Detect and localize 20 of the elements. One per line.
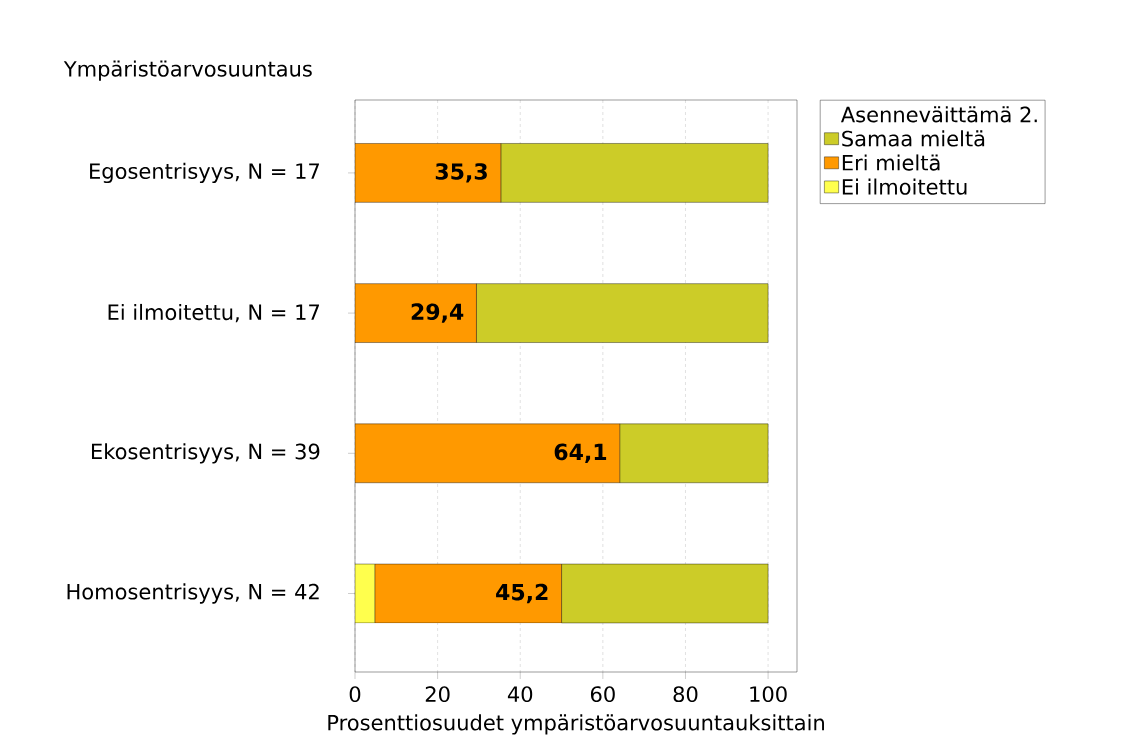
x-tick-label: 100 bbox=[750, 686, 787, 703]
x-tick-label: 20 bbox=[425, 686, 450, 703]
data-label: 45,2 bbox=[496, 583, 548, 604]
legend-label: Ei ilmoitettu bbox=[842, 178, 967, 195]
legend-label: Samaa mieltä bbox=[842, 130, 985, 147]
x-tick-label: 40 bbox=[507, 686, 533, 703]
legend-label: Eri mieltä bbox=[842, 154, 940, 171]
x-axis-title: Prosenttiosuudet ympäristöarvosuuntauksittain bbox=[328, 714, 824, 735]
y-tick-label: Ekosentrisyys, N = 39 bbox=[91, 443, 320, 464]
data-label: 35,3 bbox=[435, 163, 487, 183]
y-tick-label: Ei ilmoitettu, N = 17 bbox=[108, 303, 319, 323]
y-tick-label: Homosentrisyys, N = 42 bbox=[67, 583, 319, 604]
x-tick-label: 60 bbox=[590, 686, 615, 703]
y-tick-label: Egosentrisyys, N = 17 bbox=[90, 162, 320, 184]
legend-title: Asenneväittämä 2. bbox=[840, 106, 1037, 123]
y-axis-title: Ympäristöarvosuuntaus bbox=[63, 60, 312, 81]
data-label: 29,4 bbox=[411, 303, 464, 323]
x-tick-label: 0 bbox=[349, 686, 361, 703]
x-tick-label: 80 bbox=[673, 686, 698, 703]
data-label: 64,1 bbox=[554, 443, 607, 463]
